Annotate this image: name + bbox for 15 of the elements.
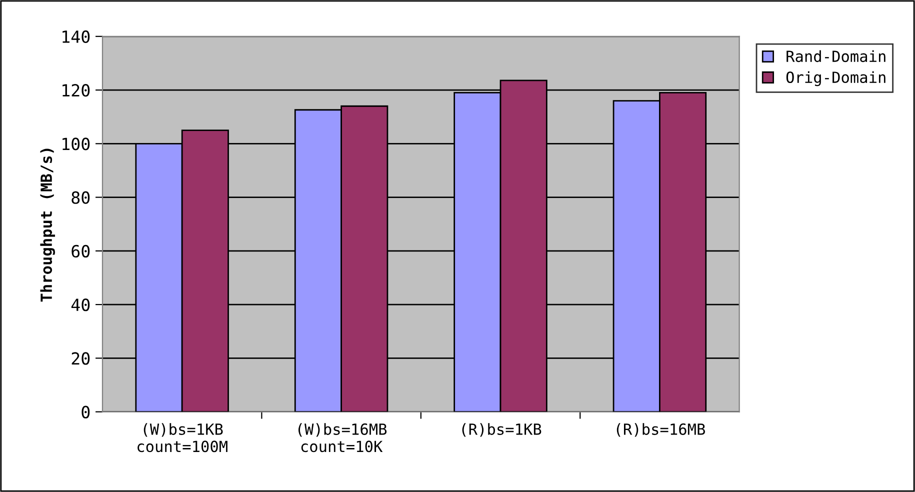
y-tick-label: 140	[62, 30, 90, 44]
x-tick-label: (R)bs=1KB	[462, 423, 542, 437]
y-tick-label: 80	[72, 191, 90, 204]
y-tick-label: 100	[62, 138, 90, 150]
y-tick-label: 40	[71, 298, 90, 312]
y-axis-title: Throughput (MB/s)	[40, 148, 56, 302]
x-tick-label: (W)bs=1KB count=100M	[138, 423, 228, 452]
x-tick-label: (R)bs=16MB	[616, 423, 705, 437]
x-tick-label: (W)bs=16MB count=10K	[298, 423, 387, 452]
y-tick-label: 20	[72, 352, 90, 365]
legend-label: Orig-Domain	[786, 71, 886, 86]
y-tick-label: 120	[62, 84, 90, 97]
y-tick-label: 0	[82, 406, 90, 418]
legend-label: Rand-Domain	[786, 50, 886, 62]
y-tick-label: 60	[72, 244, 90, 258]
